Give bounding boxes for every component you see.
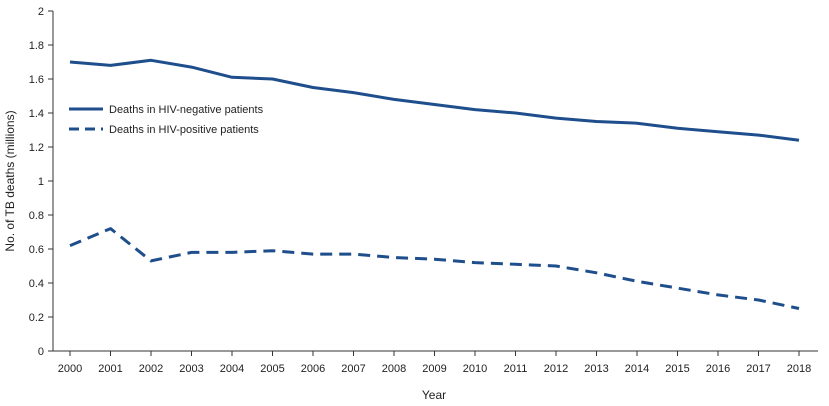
- x-tick-label: 2009: [422, 363, 446, 375]
- x-tick-label: 2011: [504, 363, 528, 375]
- x-tick-label: 2008: [382, 363, 406, 375]
- x-tick-label: 2012: [544, 363, 568, 375]
- legend-label-hiv-positive: Deaths in HIV-positive patients: [109, 124, 259, 136]
- x-tick-label: 2010: [463, 363, 487, 375]
- x-tick-label: 2007: [341, 363, 365, 375]
- x-tick-label: 2004: [220, 363, 244, 375]
- y-tick-label: 0: [38, 346, 44, 358]
- y-tick-label: 1.4: [29, 108, 44, 120]
- legend: Deaths in HIV-negative patients Deaths in…: [69, 104, 264, 136]
- y-tick-label: 1: [38, 176, 44, 188]
- series-lines: [69, 58, 800, 310]
- y-tick-label: 0.6: [29, 244, 44, 256]
- y-tick-label: 0.8: [29, 210, 44, 222]
- legend-label-hiv-negative: Deaths in HIV-negative patients: [109, 104, 264, 116]
- series-line-hiv-positive: [69, 227, 800, 310]
- y-tick-label: 1.2: [29, 142, 44, 154]
- y-tick-label: 1.6: [29, 74, 44, 86]
- x-axis-ticks: 2000 2001 2002 2003 2004 2005 2006 2007 2008 2009…: [58, 351, 811, 375]
- y-tick-label: 0.4: [29, 278, 44, 290]
- x-axis-title: Year: [422, 388, 446, 402]
- x-tick-label: 2018: [787, 363, 811, 375]
- y-tick-label: 0.2: [29, 312, 44, 324]
- y-tick-label: 2: [38, 6, 44, 18]
- x-tick-label: 2003: [179, 363, 203, 375]
- y-tick-label: 1.8: [29, 40, 44, 52]
- x-tick-label: 2013: [584, 363, 608, 375]
- x-tick-label: 2000: [58, 363, 82, 375]
- x-tick-label: 2014: [625, 363, 649, 375]
- x-tick-label: 2001: [98, 363, 122, 375]
- x-tick-label: 2005: [260, 363, 284, 375]
- x-tick-label: 2015: [665, 363, 689, 375]
- x-tick-label: 2016: [706, 363, 730, 375]
- y-axis-ticks: 0 0.2 0.4 0.6 0.8 1 1.2 1.4 1.6 1.8 2: [29, 6, 53, 358]
- y-axis-title: No. of TB deaths (millions): [3, 110, 17, 251]
- x-tick-label: 2006: [301, 363, 325, 375]
- x-tick-label: 2002: [139, 363, 163, 375]
- series-line-hiv-negative: [69, 58, 800, 142]
- x-tick-label: 2017: [746, 363, 770, 375]
